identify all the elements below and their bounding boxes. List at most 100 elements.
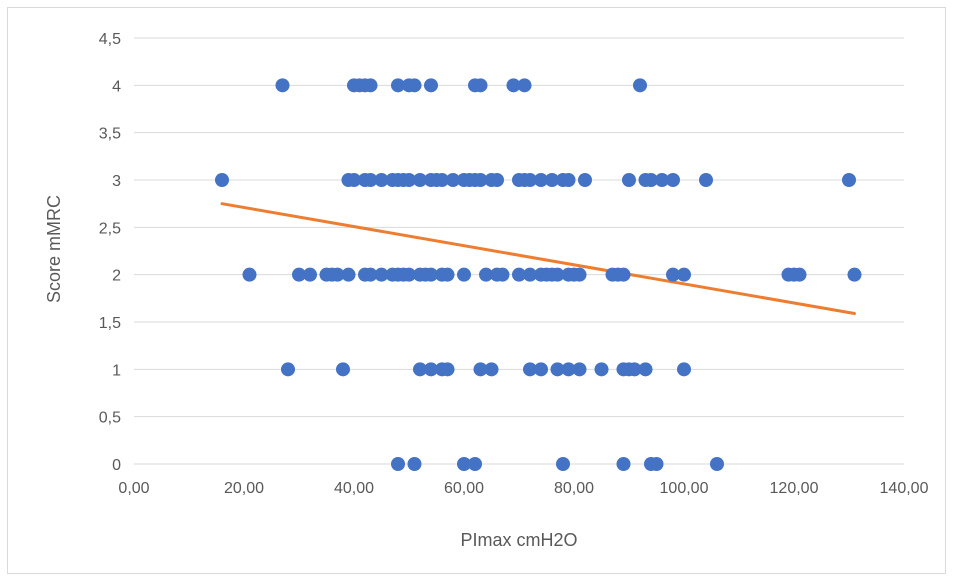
data-point	[534, 362, 548, 377]
data-point	[374, 173, 389, 187]
data-point	[710, 457, 724, 471]
data-point	[616, 457, 631, 471]
data-point	[424, 267, 438, 282]
data-point	[347, 173, 361, 187]
data-point	[616, 267, 631, 282]
y-tick-label: 4	[112, 78, 121, 95]
data-point	[655, 173, 669, 187]
gridlines	[134, 37, 904, 465]
data-point	[556, 457, 570, 471]
data-point	[666, 173, 680, 187]
data-point	[479, 267, 493, 282]
y-tick-label: 1	[112, 362, 121, 379]
data-point	[275, 78, 290, 93]
x-tick-label: 80,00	[554, 480, 594, 497]
data-point	[391, 457, 405, 471]
data-point	[424, 78, 438, 93]
x-axis-ticks: 0,00 20,00 40,00 60,00 80,00 100,00 120,00 140,…	[118, 480, 928, 497]
data-point	[644, 173, 658, 187]
trendline-layer	[220, 202, 856, 315]
y-axis-ticks: 0 0,5 1 1,5 2 2,5 3 3,5 4 4,5	[99, 31, 121, 474]
data-point	[550, 267, 565, 282]
data-point	[242, 267, 257, 282]
data-point	[435, 173, 449, 187]
data-point	[407, 457, 422, 471]
data-point	[561, 362, 576, 377]
data-point	[649, 457, 664, 471]
data-points	[215, 78, 862, 471]
trendline	[220, 202, 856, 315]
y-tick-label: 4,5	[99, 31, 121, 48]
x-tick-label: 20,00	[224, 480, 264, 497]
y-tick-label: 2,5	[99, 220, 121, 237]
data-point	[402, 267, 416, 282]
data-point	[792, 267, 807, 282]
data-point	[495, 267, 510, 282]
y-tick-label: 3,5	[99, 126, 121, 143]
y-tick-label: 0,5	[99, 410, 121, 427]
x-tick-label: 0,00	[118, 480, 149, 497]
data-point	[292, 267, 306, 282]
data-point	[517, 78, 532, 93]
data-point	[303, 267, 317, 282]
data-point	[484, 362, 499, 377]
data-point	[677, 362, 691, 377]
data-point	[473, 78, 488, 93]
data-point	[633, 78, 647, 93]
data-point	[561, 173, 576, 187]
data-point	[363, 267, 378, 282]
data-point	[402, 173, 416, 187]
x-tick-label: 140,00	[880, 480, 929, 497]
y-axis-title: Score mMRC	[44, 195, 64, 303]
y-tick-label: 0	[112, 457, 121, 474]
data-point	[523, 173, 537, 187]
data-point	[666, 267, 680, 282]
data-point	[627, 362, 642, 377]
data-point	[374, 267, 389, 282]
data-point	[490, 173, 504, 187]
x-tick-label: 60,00	[444, 480, 484, 497]
data-point	[391, 78, 405, 93]
data-point	[440, 267, 455, 282]
data-point	[847, 267, 862, 282]
data-point	[457, 457, 471, 471]
data-point	[440, 362, 455, 377]
data-point	[363, 78, 378, 93]
data-point	[473, 362, 488, 377]
data-point	[638, 362, 653, 377]
data-point	[215, 173, 229, 187]
data-point	[473, 173, 488, 187]
data-point	[572, 267, 587, 282]
data-point	[622, 173, 636, 187]
data-point	[336, 362, 350, 377]
y-tick-label: 3	[112, 173, 121, 190]
data-point	[545, 173, 559, 187]
data-point	[578, 173, 592, 187]
data-point	[550, 362, 565, 377]
x-axis-title: PImax cmH2O	[460, 530, 577, 550]
data-point	[506, 78, 521, 93]
data-point	[363, 173, 378, 187]
x-tick-label: 120,00	[770, 480, 819, 497]
x-tick-label: 40,00	[334, 480, 374, 497]
data-point	[699, 173, 713, 187]
data-point	[413, 362, 427, 377]
data-point	[534, 173, 548, 187]
data-point	[594, 362, 609, 377]
y-tick-label: 1,5	[99, 315, 121, 332]
data-point	[341, 267, 356, 282]
data-point	[281, 362, 295, 377]
data-point	[446, 173, 460, 187]
data-point	[512, 267, 526, 282]
data-point	[424, 362, 438, 377]
data-point	[677, 267, 691, 282]
data-point	[330, 267, 345, 282]
x-tick-label: 100,00	[660, 480, 709, 497]
data-point	[523, 362, 537, 377]
data-point	[523, 267, 537, 282]
data-point	[407, 78, 422, 93]
y-tick-label: 2	[112, 268, 121, 285]
chart-area	[7, 7, 946, 574]
data-point	[457, 267, 471, 282]
